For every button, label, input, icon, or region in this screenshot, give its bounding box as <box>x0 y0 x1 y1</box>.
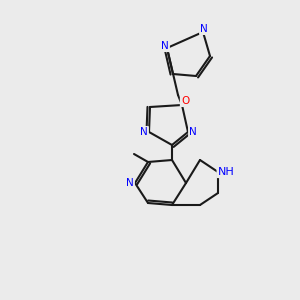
Text: N: N <box>126 178 134 188</box>
Text: NH: NH <box>218 167 234 177</box>
Text: N: N <box>189 127 197 137</box>
Text: O: O <box>181 96 189 106</box>
Text: N: N <box>161 41 169 51</box>
Text: N: N <box>140 127 148 137</box>
Text: N: N <box>200 24 208 34</box>
